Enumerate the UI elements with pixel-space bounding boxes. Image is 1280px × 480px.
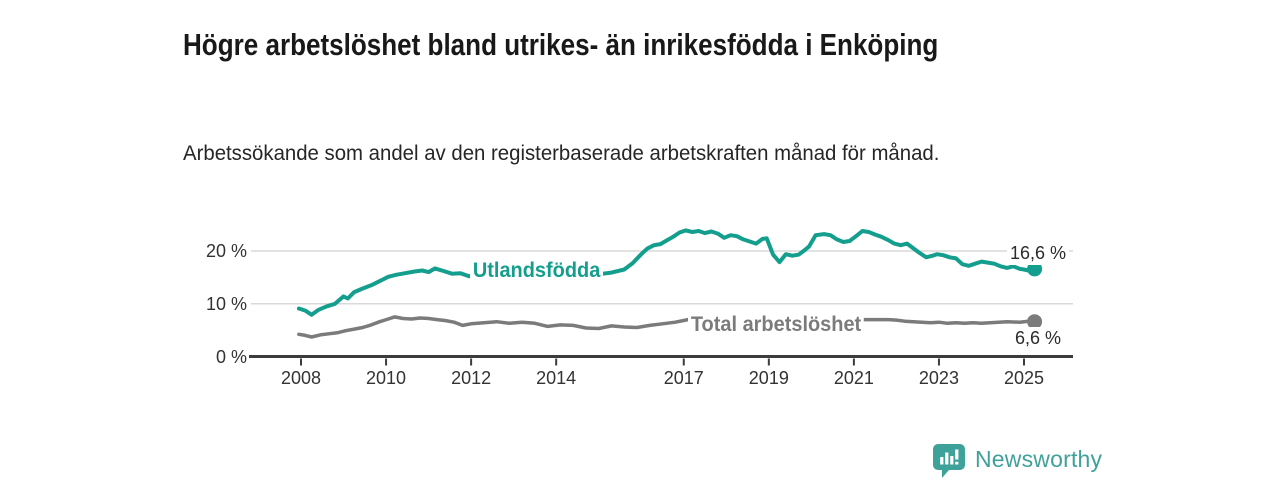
x-tick-label-2025: 2025: [1003, 368, 1045, 388]
chart-subtitle: Arbetssökande som andel av den registerb…: [183, 142, 940, 165]
x-tick-label-2014: 2014: [536, 368, 577, 388]
series-line-total-arbetsloshet: [297, 315, 1037, 339]
x-tick-label-2023: 2023: [918, 368, 959, 388]
y-tick-label-20: 20 %: [205, 241, 247, 261]
bar-chart-speech-bubble-icon: [933, 444, 965, 478]
end-value-label-total-arbetsloshet: 6,6 %: [1012, 327, 1065, 350]
newsworthy-logo-text: Newsworthy: [975, 446, 1103, 472]
x-tick-label-2010: 2010: [366, 368, 407, 388]
series-label-total-arbetsloshet: Total arbetslöshet: [688, 312, 865, 338]
x-tick-label-2012: 2012: [451, 368, 492, 388]
x-tick-label-2019: 2019: [748, 368, 789, 388]
end-dot-total-arbetsloshet: [1027, 314, 1043, 330]
end-value-label-utlandsfodda: 16,6 %: [1007, 242, 1070, 265]
chart-title: Högre arbetslöshet bland utrikes- än inr…: [183, 26, 939, 62]
y-tick-label-10: 10 %: [205, 293, 247, 314]
series-line-utlandsfodda: [296, 228, 1037, 317]
newsworthy-logo: Newsworthy: [933, 444, 1102, 480]
y-tick-label-0: 0 %: [215, 346, 247, 367]
x-tick-label-2021: 2021: [833, 368, 874, 388]
series-label-utlandsfodda: Utlandsfödda: [470, 258, 604, 284]
x-tick-label-2017: 2017: [663, 368, 704, 388]
x-tick-label-2008: 2008: [280, 368, 322, 388]
end-dot-utlandsfodda: [1027, 261, 1043, 277]
